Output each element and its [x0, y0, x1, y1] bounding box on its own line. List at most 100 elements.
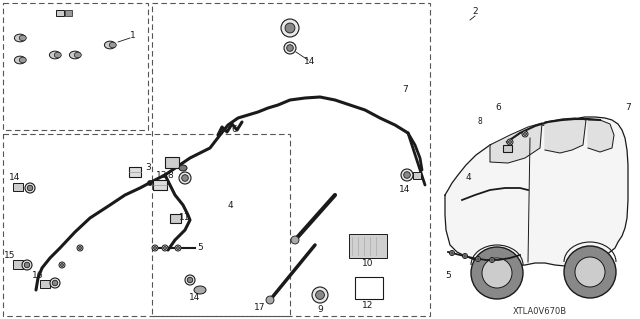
Circle shape — [524, 132, 527, 136]
Ellipse shape — [194, 286, 206, 294]
Text: 14: 14 — [304, 57, 316, 66]
Text: 14: 14 — [399, 186, 411, 195]
Ellipse shape — [54, 52, 61, 58]
Circle shape — [464, 255, 467, 257]
Ellipse shape — [109, 42, 116, 48]
Circle shape — [401, 169, 413, 181]
Text: 16: 16 — [32, 271, 44, 279]
Circle shape — [28, 185, 33, 191]
Ellipse shape — [14, 34, 26, 42]
Circle shape — [482, 258, 512, 288]
Text: 15: 15 — [4, 250, 16, 259]
Circle shape — [77, 245, 83, 251]
Circle shape — [175, 245, 181, 251]
Text: 6: 6 — [231, 125, 237, 135]
Text: 17: 17 — [254, 303, 266, 313]
Text: 5: 5 — [445, 271, 451, 279]
Circle shape — [188, 277, 193, 283]
Circle shape — [564, 246, 616, 298]
Circle shape — [522, 131, 528, 137]
Ellipse shape — [74, 52, 81, 58]
Polygon shape — [545, 118, 586, 153]
Text: 4: 4 — [227, 201, 233, 210]
Ellipse shape — [14, 56, 26, 64]
Bar — [413, 172, 421, 179]
Polygon shape — [588, 120, 614, 152]
Circle shape — [477, 258, 479, 260]
Bar — [13, 260, 23, 269]
Circle shape — [177, 247, 179, 249]
Circle shape — [285, 23, 295, 33]
Text: XTLA0V670B: XTLA0V670B — [513, 308, 567, 316]
FancyBboxPatch shape — [153, 180, 167, 190]
Bar — [40, 280, 50, 288]
Ellipse shape — [179, 165, 187, 171]
Polygon shape — [445, 117, 628, 266]
Circle shape — [284, 42, 296, 54]
FancyBboxPatch shape — [349, 234, 387, 258]
FancyBboxPatch shape — [129, 167, 141, 177]
Circle shape — [147, 181, 152, 186]
Text: 12: 12 — [362, 301, 374, 310]
Circle shape — [463, 254, 467, 258]
Text: 14: 14 — [10, 174, 20, 182]
Text: 6: 6 — [495, 103, 501, 113]
Text: 5: 5 — [197, 243, 203, 253]
Ellipse shape — [104, 41, 116, 49]
FancyBboxPatch shape — [170, 213, 180, 222]
Circle shape — [509, 140, 511, 144]
Circle shape — [575, 257, 605, 287]
Circle shape — [154, 247, 157, 249]
Text: 3: 3 — [145, 164, 151, 173]
Circle shape — [25, 183, 35, 193]
Circle shape — [316, 291, 324, 300]
Circle shape — [471, 247, 523, 299]
Circle shape — [491, 259, 493, 261]
Bar — [56, 10, 64, 16]
Circle shape — [185, 275, 195, 285]
Text: 7: 7 — [625, 103, 631, 113]
Bar — [13, 183, 23, 191]
Circle shape — [287, 45, 293, 51]
Text: 7: 7 — [402, 85, 408, 94]
Circle shape — [266, 296, 274, 304]
Text: 8: 8 — [167, 170, 173, 180]
Circle shape — [179, 172, 191, 184]
Circle shape — [163, 247, 166, 249]
Polygon shape — [490, 123, 542, 163]
Circle shape — [312, 287, 328, 303]
Circle shape — [476, 256, 481, 262]
Circle shape — [182, 175, 188, 181]
Circle shape — [451, 252, 453, 254]
Circle shape — [22, 260, 32, 270]
Bar — [3, 3, 148, 130]
Circle shape — [162, 245, 168, 251]
Circle shape — [490, 257, 495, 263]
Ellipse shape — [19, 57, 26, 63]
Ellipse shape — [69, 51, 81, 59]
FancyBboxPatch shape — [502, 145, 511, 152]
Circle shape — [281, 19, 299, 37]
Text: 2: 2 — [472, 8, 478, 17]
Circle shape — [50, 278, 60, 288]
Text: 11: 11 — [179, 213, 191, 222]
Bar — [152, 3, 430, 316]
Circle shape — [59, 262, 65, 268]
Text: 1: 1 — [130, 32, 136, 41]
Text: 13: 13 — [156, 170, 168, 180]
Text: 9: 9 — [317, 306, 323, 315]
Text: 10: 10 — [362, 259, 374, 269]
Circle shape — [152, 245, 158, 251]
Circle shape — [61, 263, 63, 266]
Text: 8: 8 — [477, 117, 483, 127]
Circle shape — [24, 262, 29, 268]
FancyBboxPatch shape — [165, 157, 179, 167]
Ellipse shape — [19, 35, 26, 41]
Circle shape — [449, 250, 454, 256]
Ellipse shape — [49, 51, 61, 59]
Text: 4: 4 — [465, 174, 471, 182]
Bar — [3, 134, 290, 316]
Circle shape — [291, 236, 299, 244]
Circle shape — [404, 172, 410, 178]
Bar — [65, 10, 72, 16]
